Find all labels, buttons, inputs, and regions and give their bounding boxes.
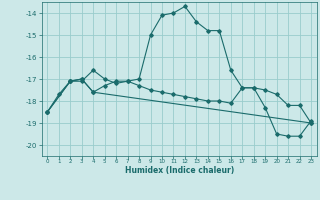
X-axis label: Humidex (Indice chaleur): Humidex (Indice chaleur)	[124, 166, 234, 175]
